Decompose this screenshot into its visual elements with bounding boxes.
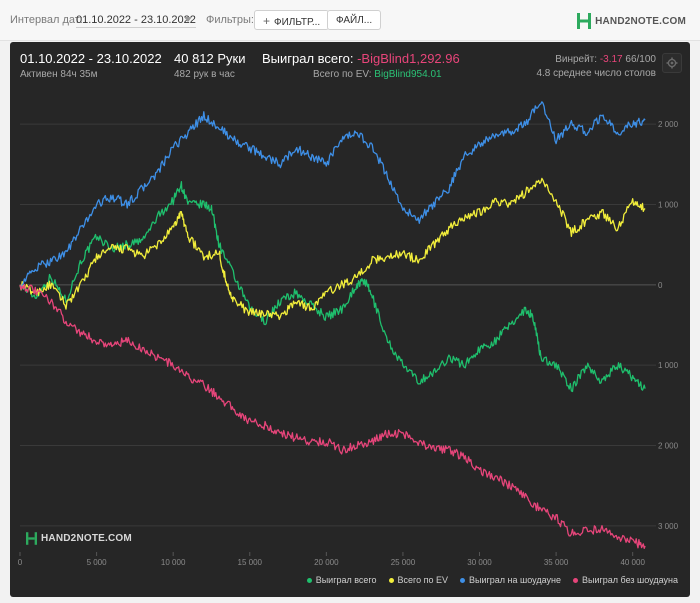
logo: HAND2NOTE.COM: [577, 12, 686, 30]
won-label: Выиграл всего:: [262, 51, 354, 66]
gear-icon: [666, 57, 678, 69]
legend-dot-icon: [306, 577, 312, 583]
legend-item-non-showdown[interactable]: Выиграл без шоудауна: [573, 575, 678, 585]
settings-button[interactable]: [662, 53, 682, 73]
y-tick-label: 1 000: [658, 361, 679, 370]
top-toolbar: Интервал дат: 01.10.2022 - 23.10.2022 Фи…: [0, 0, 700, 41]
winrate-suffix: 66/100: [625, 54, 656, 65]
summary-winrate: Винрейт: -3.17 66/100: [555, 54, 656, 65]
date-range-select[interactable]: 01.10.2022 - 23.10.2022: [76, 14, 196, 28]
file-button[interactable]: ФАЙЛ...: [327, 10, 382, 30]
legend-item-showdown[interactable]: Выиграл на шоудауне: [460, 575, 561, 585]
x-tick-label: 40 000: [620, 558, 645, 567]
legend-dot-icon: [460, 577, 466, 583]
series-line-non-showdown: [19, 283, 646, 550]
series-line-ev: [19, 177, 646, 321]
summary-active-time: Активен 84ч 35м: [20, 69, 98, 80]
y-tick-label: 2 000: [658, 120, 679, 129]
ev-label: Всего по EV:: [313, 69, 372, 80]
y-tick-label: 1 000: [658, 200, 679, 209]
y-tick-label: 2 000: [658, 442, 679, 451]
logo-text: HAND2NOTE.COM: [595, 15, 686, 27]
x-tick-label: 25 000: [391, 558, 416, 567]
legend-item-ev[interactable]: Всего по EV: [388, 575, 449, 585]
series-line-showdown: [19, 101, 646, 289]
plus-icon: +: [263, 14, 271, 28]
filter-button-label: ФИЛЬТР...: [274, 17, 321, 28]
summary-won-total: Выиграл всего: -BigBlind1,292.96: [262, 51, 460, 66]
summary-tables: 4.8 среднее число столов: [536, 68, 656, 79]
chart-logo-text: HAND2NOTE.COM: [41, 533, 132, 544]
x-tick-label: 10 000: [161, 558, 186, 567]
chevron-down-icon[interactable]: [184, 17, 192, 22]
y-tick-label: 0: [658, 281, 663, 290]
legend-dot-icon: [573, 577, 578, 583]
graph-panel: 2 000 1 000 0 1 000 2 000 3 000 0 5 000 10 000 15…: [10, 42, 690, 597]
hand2note-logo-icon: [577, 13, 592, 29]
summary-ev-total: Всего по EV: BigBlind954.01: [313, 69, 442, 80]
summary-hands-per-hour: 482 рук в час: [174, 69, 235, 80]
chart-watermark-logo: HAND2NOTE.COM: [26, 532, 132, 545]
winrate-value: -3.17: [599, 54, 623, 65]
filters-label: Фильтры:: [206, 14, 254, 26]
legend-label: Всего по EV: [397, 575, 449, 585]
won-value: -BigBlind1,292.96: [357, 51, 460, 66]
y-tick-label: 3 000: [658, 522, 679, 531]
x-tick-label: 30 000: [467, 558, 492, 567]
x-tick-label: 0: [18, 558, 23, 567]
chart-legend: Выиграл всего Всего по EV Выиграл на шоу…: [306, 575, 678, 585]
legend-label: Выиграл на шоудауне: [469, 575, 561, 585]
x-tick-label: 15 000: [238, 558, 263, 567]
legend-item-won-total[interactable]: Выиграл всего: [306, 575, 377, 585]
winrate-label: Винрейт:: [555, 54, 598, 65]
series-line-won-total: [19, 181, 646, 393]
x-tick-label: 20 000: [314, 558, 339, 567]
results-chart: 2 000 1 000 0 1 000 2 000 3 000 0 5 000 10 000 15…: [18, 101, 679, 567]
x-tick-label: 5 000: [87, 558, 108, 567]
legend-dot-icon: [388, 577, 394, 583]
summary-hands: 40 812 Руки: [174, 51, 246, 66]
file-button-label: ФАЙЛ...: [336, 15, 373, 26]
ev-value: BigBlind954.01: [374, 69, 442, 80]
interval-label: Интервал дат:: [10, 14, 83, 26]
legend-label: Выиграл всего: [315, 575, 377, 585]
summary-date-range: 01.10.2022 - 23.10.2022: [20, 51, 162, 66]
legend-label: Выиграл без шоудауна: [582, 575, 678, 585]
filter-button[interactable]: + ФИЛЬТР...: [254, 10, 330, 30]
x-tick-label: 35 000: [544, 558, 569, 567]
hand2note-logo-icon: [26, 532, 37, 545]
